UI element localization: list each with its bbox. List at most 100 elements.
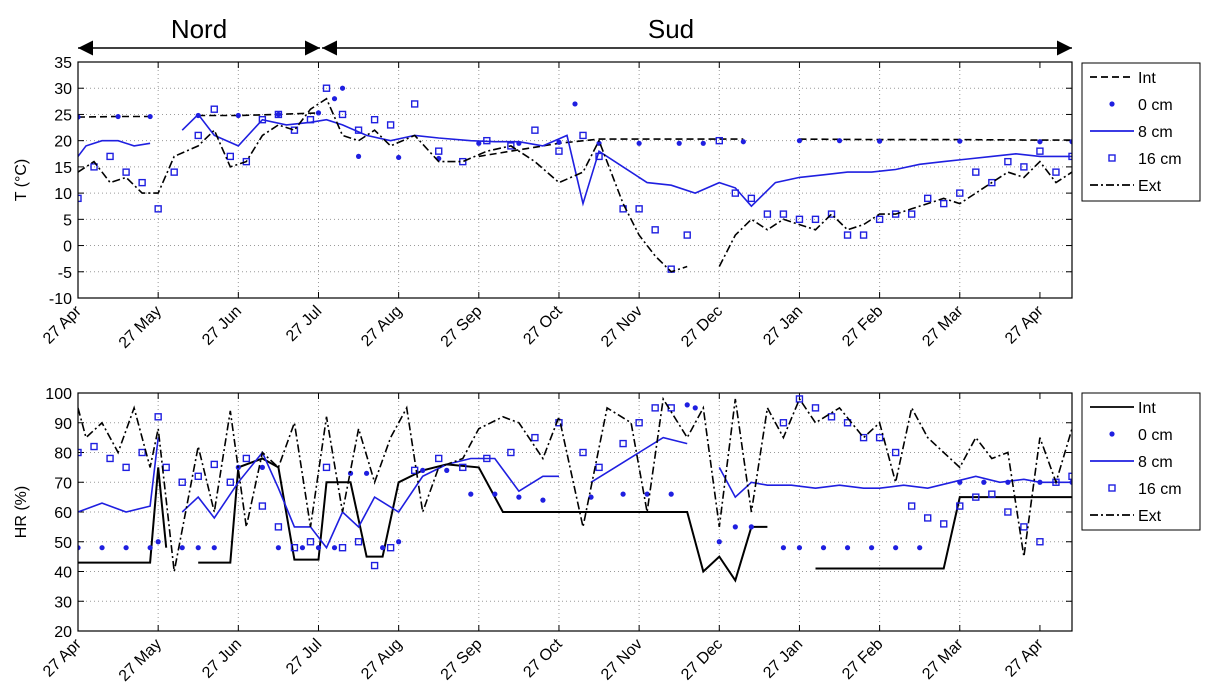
point-0-cm [877, 138, 883, 144]
point-16-cm [595, 152, 603, 161]
point-16-cm [747, 194, 756, 203]
point-0-cm [780, 545, 787, 551]
point-16-cm [483, 136, 491, 145]
point-0-cm [315, 110, 322, 116]
point-0-cm [796, 138, 803, 144]
point-16-cm [1020, 163, 1028, 171]
point-16-cm [210, 105, 218, 113]
point-16-cm [1004, 157, 1012, 166]
point-16-cm [322, 84, 331, 92]
point-0-cm [917, 545, 923, 551]
point-16-cm [90, 163, 98, 171]
point-0-cm [1037, 139, 1043, 145]
point-16-cm [972, 493, 980, 501]
point-16-cm [507, 142, 515, 150]
point-0-cm [155, 539, 161, 545]
x-tick-label: 27 Mar [919, 635, 967, 683]
point-0-cm [740, 139, 746, 145]
point-0-cm [468, 491, 474, 497]
x-tick-label: 27 Jul [283, 636, 325, 678]
point-16-cm [1036, 538, 1044, 546]
legend-marker-16-cm [1108, 484, 1116, 492]
point-16-cm [811, 404, 820, 412]
point-0-cm [732, 524, 738, 530]
point-16-cm [370, 115, 379, 124]
point-16-cm [106, 152, 114, 161]
y-tick-label: 30 [54, 594, 72, 611]
point-16-cm [795, 215, 804, 224]
point-0-cm [315, 545, 322, 551]
point-16-cm [274, 523, 283, 531]
point-0-cm [420, 467, 426, 473]
y-tick-label: 60 [54, 505, 72, 522]
point-16-cm [579, 131, 587, 140]
region-annotations: Nord Sud [78, 14, 1072, 56]
point-0-cm [692, 405, 698, 411]
x-tick-label: 27 Jun [199, 636, 245, 682]
point-16-cm [258, 502, 267, 510]
y-axis-label: HR (%) [13, 486, 30, 538]
point-16-cm [226, 478, 235, 486]
point-0-cm [644, 491, 650, 497]
point-16-cm [555, 147, 563, 155]
plot-frame [77, 61, 1073, 299]
series-line-8-cm [78, 436, 1072, 550]
point-0-cm [211, 545, 217, 551]
legend-label-0-cm: 0 cm [1138, 427, 1173, 444]
point-16-cm [924, 194, 932, 203]
point-16-cm [988, 490, 996, 498]
point-16-cm [122, 168, 130, 176]
point-0-cm [893, 545, 899, 551]
point-16-cm [435, 147, 443, 155]
point-0-cm [78, 545, 81, 551]
point-16-cm [354, 126, 363, 134]
point-0-cm [235, 112, 241, 119]
series-group [78, 395, 1072, 583]
x-tick-label: 27 Jan [760, 303, 806, 349]
x-tick-label: 27 Sep [438, 636, 486, 684]
x-tick-label: 27 Feb [839, 636, 886, 683]
point-16-cm [154, 205, 162, 213]
y-tick-label: -5 [58, 265, 72, 282]
point-16-cm [988, 178, 996, 187]
y-tick-label: -10 [49, 291, 72, 308]
point-16-cm [210, 460, 218, 469]
legend-label-8-cm: 8 cm [1138, 454, 1173, 471]
point-16-cm [78, 448, 82, 457]
point-0-cm [636, 140, 642, 146]
y-tick-label: 20 [54, 134, 72, 151]
x-tick-label: 27 Dec [678, 303, 726, 351]
point-16-cm [194, 131, 202, 140]
x-tick-label: 27 Apr [1002, 635, 1047, 680]
point-0-cm [844, 545, 851, 551]
y-tick-label: 30 [54, 81, 72, 98]
legend-label-16-cm: 16 cm [1138, 151, 1182, 168]
point-16-cm [795, 395, 804, 403]
point-16-cm [827, 413, 836, 421]
point-16-cm [459, 463, 467, 472]
point-16-cm [635, 419, 643, 427]
series-group [78, 84, 1072, 273]
plot-area [78, 62, 1072, 298]
point-16-cm [370, 561, 379, 570]
point-0-cm [355, 153, 362, 159]
point-16-cm [90, 442, 98, 451]
legend-label-int: Int [1138, 70, 1156, 87]
series-line-int [78, 112, 1072, 158]
point-0-cm [259, 464, 265, 470]
plot-frame [77, 392, 1073, 632]
point-0-cm [275, 111, 282, 118]
humidity-legend: Int 0 cm 8 cm 16 cm Ext [1081, 392, 1201, 531]
point-0-cm [588, 494, 594, 500]
point-16-cm [875, 433, 884, 442]
point-16-cm [779, 419, 788, 427]
y-tick-label: 15 [54, 160, 72, 177]
point-16-cm [859, 433, 868, 442]
point-16-cm [859, 231, 868, 239]
point-0-cm [380, 545, 386, 551]
point-16-cm [290, 544, 299, 552]
point-0-cm [572, 101, 578, 107]
point-16-cm [715, 136, 723, 145]
point-0-cm [957, 138, 963, 144]
series-line-ext [78, 396, 1072, 572]
